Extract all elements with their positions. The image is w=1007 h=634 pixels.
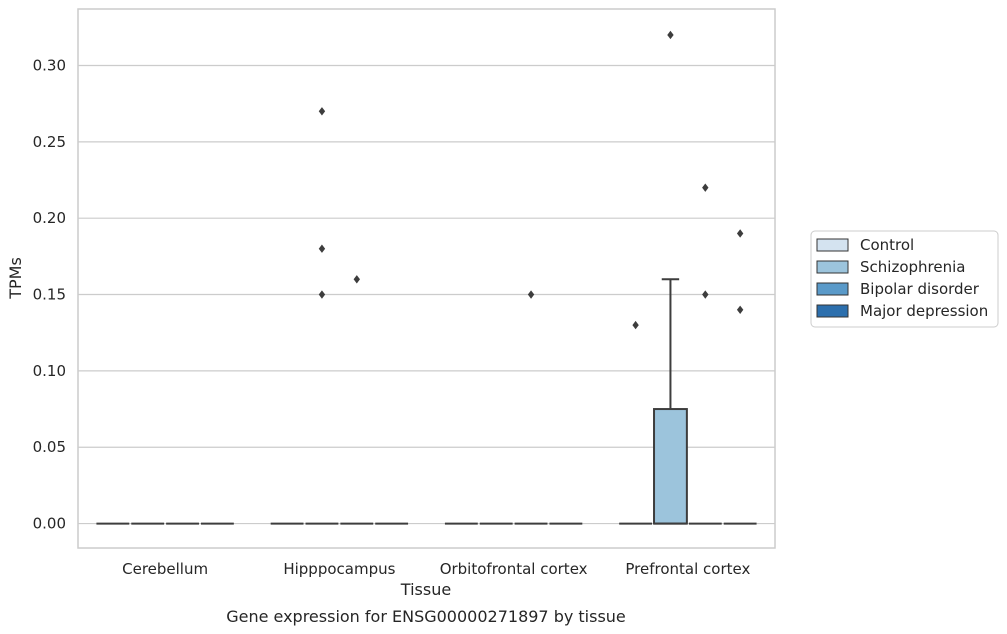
x-axis-label: Tissue	[400, 580, 451, 599]
x-tick-label: Cerebellum	[122, 560, 208, 578]
y-tick-label: 0.15	[33, 286, 66, 304]
legend-label: Schizophrenia	[860, 258, 965, 276]
legend-swatch	[816, 304, 849, 318]
legend-swatch	[816, 238, 849, 252]
box-series	[96, 278, 757, 525]
box-schizophrenia	[653, 278, 688, 525]
legend-swatch	[816, 260, 849, 274]
legend-frame	[810, 230, 999, 328]
y-tick-label: 0.10	[33, 362, 66, 380]
plot-frame	[77, 8, 776, 549]
outlier-point	[736, 229, 744, 238]
outlier-point	[353, 275, 360, 284]
chart-caption: Gene expression for ENSG00000271897 by t…	[226, 607, 626, 626]
gridlines	[78, 64, 775, 525]
outliers	[318, 30, 744, 330]
legend-label: Control	[860, 236, 914, 254]
outlier-point	[318, 290, 326, 299]
x-tick-label: Orbitofrontal cortex	[440, 560, 588, 578]
outlier-point	[667, 30, 674, 40]
legend: Control Schizophrenia Bipolar disorder Majo…	[810, 230, 999, 328]
outlier-point	[736, 305, 744, 315]
outlier-point	[702, 290, 709, 299]
legend-label: Major depression	[860, 302, 988, 320]
x-tick-label: Hipppocampus	[283, 560, 395, 578]
legend-label: Bipolar disorder	[860, 280, 980, 298]
y-tick-label: 0.00	[33, 515, 66, 533]
x-tick-labels: Cerebellum Hipppocampus Orbitofrontal cort…	[122, 560, 750, 578]
legend-swatch	[816, 282, 849, 296]
y-tick-label: 0.20	[33, 209, 66, 227]
y-tick-labels: 0.00 0.05 0.10 0.15 0.20 0.25 0.30	[33, 56, 66, 532]
box-body	[653, 408, 688, 525]
outlier-point	[318, 107, 326, 116]
outlier-point	[527, 290, 535, 299]
outlier-point	[702, 183, 709, 192]
outlier-point	[632, 320, 639, 330]
x-tick-label: Prefrontal cortex	[625, 560, 750, 578]
y-axis-label: TPMs	[6, 257, 25, 300]
y-tick-label: 0.30	[33, 56, 66, 74]
y-tick-label: 0.25	[33, 133, 66, 151]
y-tick-label: 0.05	[33, 438, 66, 456]
outlier-point	[318, 244, 326, 253]
